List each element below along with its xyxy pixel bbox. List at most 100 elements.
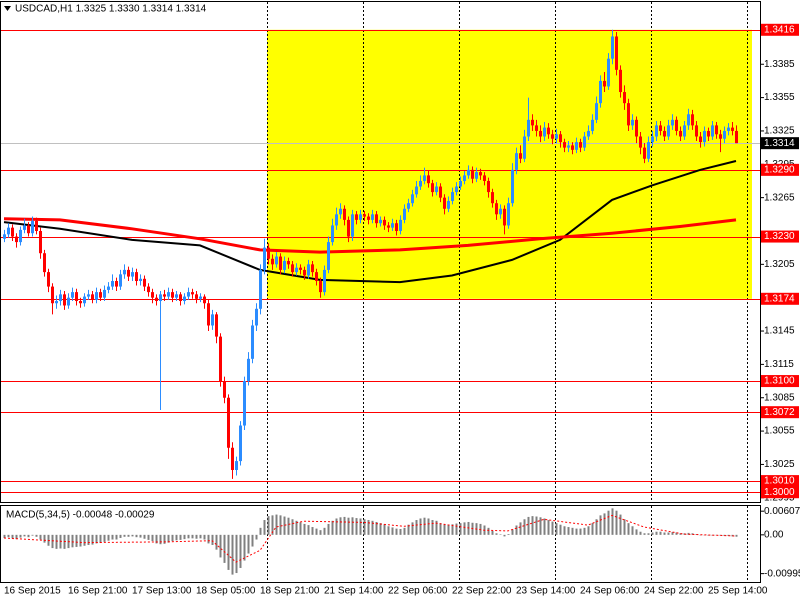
candle-body	[411, 194, 414, 204]
macd-bar	[239, 534, 242, 568]
macd-bar	[651, 532, 654, 535]
candle-body	[271, 258, 274, 265]
macd-bar	[363, 519, 366, 535]
macd-bar	[603, 513, 606, 535]
candle-body	[111, 281, 114, 287]
candle-body	[171, 292, 174, 298]
macd-bar	[91, 534, 94, 545]
macd-bar	[627, 523, 630, 535]
macd-bar	[495, 533, 498, 535]
candle-body	[43, 253, 46, 273]
candle-body	[403, 208, 406, 220]
macd-bar	[263, 520, 266, 535]
candle-body	[419, 180, 422, 187]
candle-body	[583, 136, 586, 148]
macd-bar	[403, 527, 406, 535]
macd-bar	[391, 527, 394, 535]
candle-body	[471, 169, 474, 179]
macd-bar	[223, 534, 226, 563]
candle-body	[303, 269, 306, 276]
candle-body	[495, 203, 498, 215]
candle-body	[135, 272, 138, 282]
x-tick-label: 25 Sep 14:00	[708, 586, 768, 597]
macd-bar	[147, 534, 150, 540]
level-label: 1.3010	[764, 476, 795, 487]
macd-y-tick-label: -0.00995	[764, 568, 800, 579]
candle-body	[499, 208, 502, 215]
candle-body	[331, 225, 334, 243]
candle-body	[143, 278, 146, 287]
macd-bar	[55, 534, 58, 549]
macd-bar	[511, 529, 514, 535]
macd-bar	[375, 521, 378, 535]
candle-body	[695, 125, 698, 137]
macd-bar	[567, 527, 570, 535]
macd-bar	[343, 516, 346, 535]
macd-bar	[367, 520, 370, 535]
candle-body	[355, 214, 358, 220]
candle-body	[191, 292, 194, 295]
candle-body	[163, 294, 166, 297]
macd-bar	[43, 534, 46, 543]
candle-body	[79, 301, 82, 304]
candle-body	[59, 294, 62, 302]
candle-body	[71, 292, 74, 298]
macd-bar	[355, 518, 358, 535]
macd-bar	[155, 534, 158, 544]
candle-body	[347, 219, 350, 237]
candle-body	[679, 130, 682, 137]
macd-bar	[275, 514, 278, 535]
macd-bar	[427, 518, 430, 535]
price-panel	[1, 2, 760, 502]
candle-body	[99, 292, 102, 298]
candle-body	[23, 225, 26, 230]
candle-body	[491, 192, 494, 204]
candle-body	[259, 269, 262, 309]
macd-bar	[215, 534, 218, 550]
macd-bar	[419, 518, 422, 535]
macd-bar	[143, 534, 146, 539]
macd-bar	[359, 518, 362, 535]
macd-bar	[335, 518, 338, 535]
macd-bar	[411, 522, 414, 535]
candle-body	[663, 130, 666, 137]
candle-body	[447, 200, 450, 209]
candle-body	[555, 134, 558, 139]
candle-body	[63, 294, 66, 306]
candle-body	[287, 261, 290, 265]
candle-body	[275, 256, 278, 265]
candle-body	[123, 269, 126, 275]
macd-bar	[287, 517, 290, 535]
candle-body	[107, 286, 110, 290]
candle-body	[611, 36, 614, 59]
macd-bar	[635, 529, 638, 535]
macd-bar	[339, 517, 342, 535]
candle-body	[627, 103, 630, 126]
macd-bar	[323, 527, 326, 535]
y-tick-label: 1.3205	[764, 259, 795, 270]
macd-bar	[131, 534, 134, 537]
candle-body	[327, 242, 330, 270]
candle-body	[359, 214, 362, 220]
candle-body	[675, 119, 678, 131]
macd-bar	[231, 534, 234, 575]
macd-bar	[207, 534, 210, 544]
macd-bar	[543, 518, 546, 535]
macd-bar	[83, 534, 86, 546]
candle-body	[51, 286, 54, 304]
macd-bar	[563, 526, 566, 535]
macd-bar	[623, 519, 626, 535]
y-tick-label: 1.3325	[764, 126, 795, 137]
candle-body	[103, 289, 106, 298]
candle-body	[47, 272, 50, 287]
candle-body	[639, 136, 642, 148]
menu-arrow[interactable]	[4, 6, 11, 11]
candle-body	[511, 169, 514, 204]
candle-body	[91, 294, 94, 300]
candle-body	[235, 461, 238, 470]
macd-bar	[547, 520, 550, 535]
zone-rectangle	[267, 29, 752, 299]
macd-bar	[659, 531, 662, 535]
candle-body	[7, 227, 10, 235]
